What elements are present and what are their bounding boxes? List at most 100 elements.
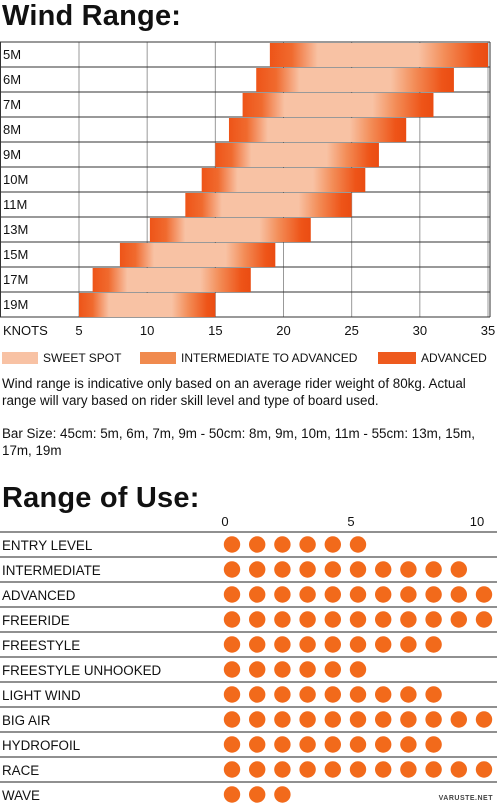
use-dot [299, 561, 316, 578]
use-dot [324, 661, 341, 678]
legend-swatch-sweet-spot [2, 352, 38, 364]
wind-tick-label: 10 [140, 323, 154, 338]
use-dot [223, 686, 241, 703]
use-dot [375, 561, 392, 578]
use-dot [299, 711, 316, 728]
use-dot [324, 686, 341, 703]
use-dot [375, 736, 392, 753]
use-dot [425, 586, 442, 603]
wind-bar-7m [242, 93, 434, 117]
use-dot [450, 611, 467, 628]
use-dot [400, 761, 417, 778]
use-row-label: HYDROFOIL [2, 738, 80, 753]
range-of-use-title: Range of Use: [2, 482, 200, 514]
use-dot [349, 661, 367, 678]
watermark: VARUSTE.NET [438, 795, 493, 802]
use-dot [299, 636, 316, 653]
use-dot [299, 586, 316, 603]
use-dot [324, 761, 341, 778]
use-dot [249, 711, 266, 728]
use-dot [223, 786, 241, 803]
wind-range-note: Wind range is indicative only based on a… [2, 376, 466, 408]
use-dot [375, 686, 392, 703]
use-dot [400, 636, 417, 653]
use-dot [425, 561, 442, 578]
use-dot [349, 736, 367, 753]
use-row-label: RACE [2, 763, 39, 778]
legend-label-intermediate: INTERMEDIATE TO ADVANCED [181, 351, 358, 365]
use-dot [349, 611, 367, 628]
use-dot [299, 686, 316, 703]
use-dot [425, 686, 442, 703]
wind-bar-9m [215, 143, 379, 167]
use-dot [274, 786, 291, 803]
use-dot [249, 561, 266, 578]
wind-bar-19m [79, 293, 216, 317]
use-dot [400, 736, 417, 753]
wind-tick-label: 20 [276, 323, 290, 338]
use-dot [223, 536, 241, 553]
use-dot [425, 761, 442, 778]
use-dot [349, 536, 367, 553]
wind-bars [79, 43, 488, 317]
use-dot [274, 711, 291, 728]
wind-tick-label: 5 [75, 323, 82, 338]
wind-range-title: Wind Range: [2, 0, 182, 32]
use-row-label: INTERMEDIATE [2, 563, 101, 578]
use-dot [425, 636, 442, 653]
legend-sweet-spot: SWEET SPOT [2, 350, 121, 366]
use-dot [349, 711, 367, 728]
wind-ticks: KNOTS 5 10 15 20 25 30 35 [3, 323, 495, 338]
use-dot [475, 711, 493, 728]
legend-swatch-advanced [378, 352, 416, 364]
wind-row-label: 8M [3, 122, 21, 137]
use-dot [249, 686, 266, 703]
use-row-label: WAVE [2, 788, 40, 803]
use-dot [400, 686, 417, 703]
wind-row-label: 6M [3, 72, 21, 87]
use-tick-label: 5 [347, 514, 354, 529]
legend-intermediate: INTERMEDIATE TO ADVANCED [140, 350, 357, 366]
use-ticks: 0 5 10 [221, 514, 484, 529]
use-dot [299, 736, 316, 753]
use-row-label: FREESTYLE UNHOOKED [2, 663, 162, 678]
use-dot [324, 586, 341, 603]
wind-bar-8m [228, 118, 407, 142]
use-dot [274, 736, 291, 753]
use-dot [324, 711, 341, 728]
wind-row-label: 7M [3, 97, 21, 112]
wind-bar-10m [201, 168, 366, 192]
use-dot [274, 761, 291, 778]
use-dot [375, 611, 392, 628]
wind-bar-17m [92, 268, 251, 292]
use-dot [349, 761, 367, 778]
use-dot [274, 536, 291, 553]
use-dot [450, 711, 467, 728]
use-dot [375, 711, 392, 728]
use-dot [475, 586, 493, 603]
wind-row-label: 19M [3, 297, 28, 312]
wind-row-label: 11M [3, 197, 27, 212]
legend-label-advanced: ADVANCED [421, 351, 487, 365]
use-dot [475, 611, 493, 628]
wind-bar-11m [185, 193, 352, 217]
legend-label-sweet-spot: SWEET SPOT [43, 351, 122, 365]
use-dot [349, 636, 367, 653]
use-dot [223, 761, 241, 778]
use-dot [400, 586, 417, 603]
use-row-label: FREERIDE [2, 613, 70, 628]
use-dot [299, 661, 316, 678]
use-dot [450, 761, 467, 778]
legend-swatch-intermediate [140, 352, 176, 364]
use-dot [425, 611, 442, 628]
wind-row-label: 9M [3, 147, 21, 162]
use-rows: ENTRY LEVEL INTERMEDIATE ADVANCED FREERIDE F… [0, 531, 497, 803]
use-row-label: BIG AIR [2, 713, 51, 728]
wind-bar-5m [269, 43, 488, 67]
use-dot [375, 761, 392, 778]
use-row-label: ENTRY LEVEL [2, 538, 92, 553]
use-dot [223, 736, 241, 753]
use-dot [324, 736, 341, 753]
use-dot [299, 536, 316, 553]
wind-range-chart: 5M 6M 7M 8M 9M 10M 11M 13M 15M 17M 19M KNOTS 5 10 15 2… [0, 41, 495, 338]
